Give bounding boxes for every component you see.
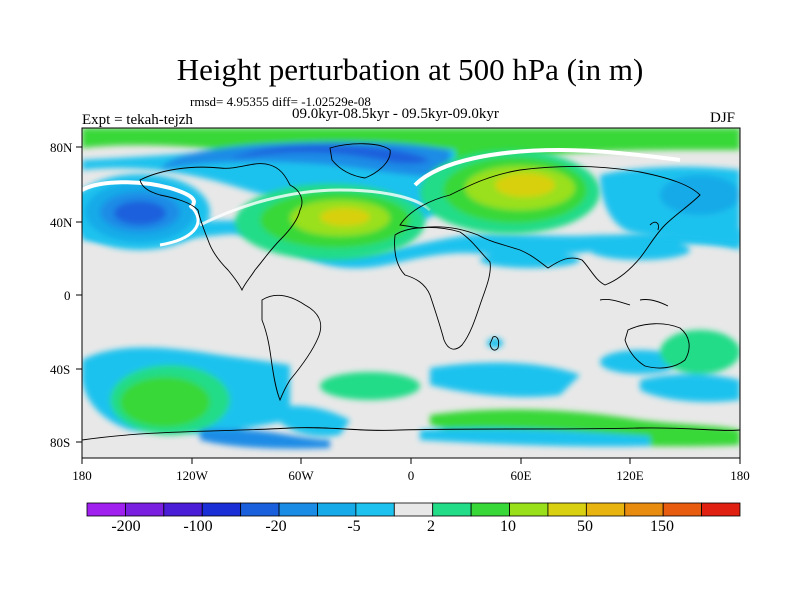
greenland-outline	[329, 143, 391, 179]
colorbar-label: -200	[111, 518, 141, 535]
colorbar-swatch	[470, 502, 510, 517]
axis-ticks	[76, 146, 741, 464]
x-tick-label: 0	[407, 468, 415, 483]
y-tick-label: 80S	[50, 435, 71, 450]
colorbar-label: -5	[347, 518, 361, 535]
colorbar-swatch	[201, 502, 242, 517]
colorbar-label: 50	[577, 518, 593, 535]
contour-white-line	[159, 203, 200, 247]
colorbar-swatch	[163, 502, 203, 517]
contour-white-line	[413, 147, 681, 187]
australia-outline	[624, 323, 690, 369]
colorbar-swatch	[278, 502, 318, 517]
stats-line: rmsd= 4.95355 diff= -1.02529e-08	[190, 94, 371, 109]
colorbar-swatch	[240, 502, 280, 517]
madagascar-outline	[489, 336, 500, 351]
pacific-low	[82, 174, 210, 250]
colorbar-label: -20	[265, 518, 287, 535]
colorbar-swatch	[317, 502, 357, 517]
colorbar-label: 150	[650, 518, 674, 535]
south-america-outline	[261, 294, 322, 402]
x-tick-label: 60E	[510, 468, 532, 483]
x-tick-label: 180	[72, 468, 92, 483]
x-tick-label: 60W	[288, 468, 314, 483]
colorbar-swatch	[701, 502, 741, 517]
contour-fields	[82, 128, 740, 449]
x-tick-label: 120W	[176, 468, 208, 483]
colorbar-label: 2	[427, 518, 435, 535]
eurasia-high	[420, 150, 600, 234]
colorbar-swatch	[86, 502, 126, 517]
japan-outline	[649, 221, 659, 231]
x-tick-label: 120E	[616, 468, 644, 483]
colorbar-swatch	[432, 502, 472, 517]
contour-white-line	[199, 188, 432, 227]
colorbar-swatch	[624, 502, 664, 517]
colorbar-swatch	[509, 502, 549, 517]
x-tick-label: 180	[730, 468, 750, 483]
colorbar-swatch	[585, 502, 626, 517]
colorbar	[86, 502, 741, 517]
africa-outline	[394, 227, 491, 350]
colorbar-swatch	[355, 502, 395, 517]
y-tick-label: 80N	[50, 140, 73, 155]
period-line: 09.0kyr-08.5kyr - 09.5kyr-09.0kyr	[292, 106, 499, 122]
antarctica-outline	[82, 427, 740, 441]
indonesia-outline	[599, 299, 669, 307]
coastlines	[82, 143, 740, 441]
map-title: Height perturbation at 500 hPa (in m)	[176, 52, 644, 87]
colorbar-swatch	[393, 502, 434, 517]
y-tick-label: 40S	[50, 362, 71, 377]
colorbar-swatch	[125, 502, 165, 517]
y-tick-label: 0	[64, 288, 71, 303]
south-fields	[82, 330, 740, 449]
colorbar-swatch	[547, 502, 587, 517]
atlantic-high	[235, 184, 425, 260]
colorbar-swatch	[662, 502, 702, 517]
colorbar-label: -100	[183, 518, 213, 535]
experiment-label: Expt = tekah-tejzh	[82, 112, 193, 128]
colorbar-label: 10	[500, 518, 516, 535]
eurasia-outline	[399, 166, 701, 286]
season-label: DJF	[710, 110, 736, 126]
y-tick-label: 40N	[50, 215, 73, 230]
contour-white-line	[82, 180, 196, 210]
north-america-outline	[139, 163, 303, 292]
